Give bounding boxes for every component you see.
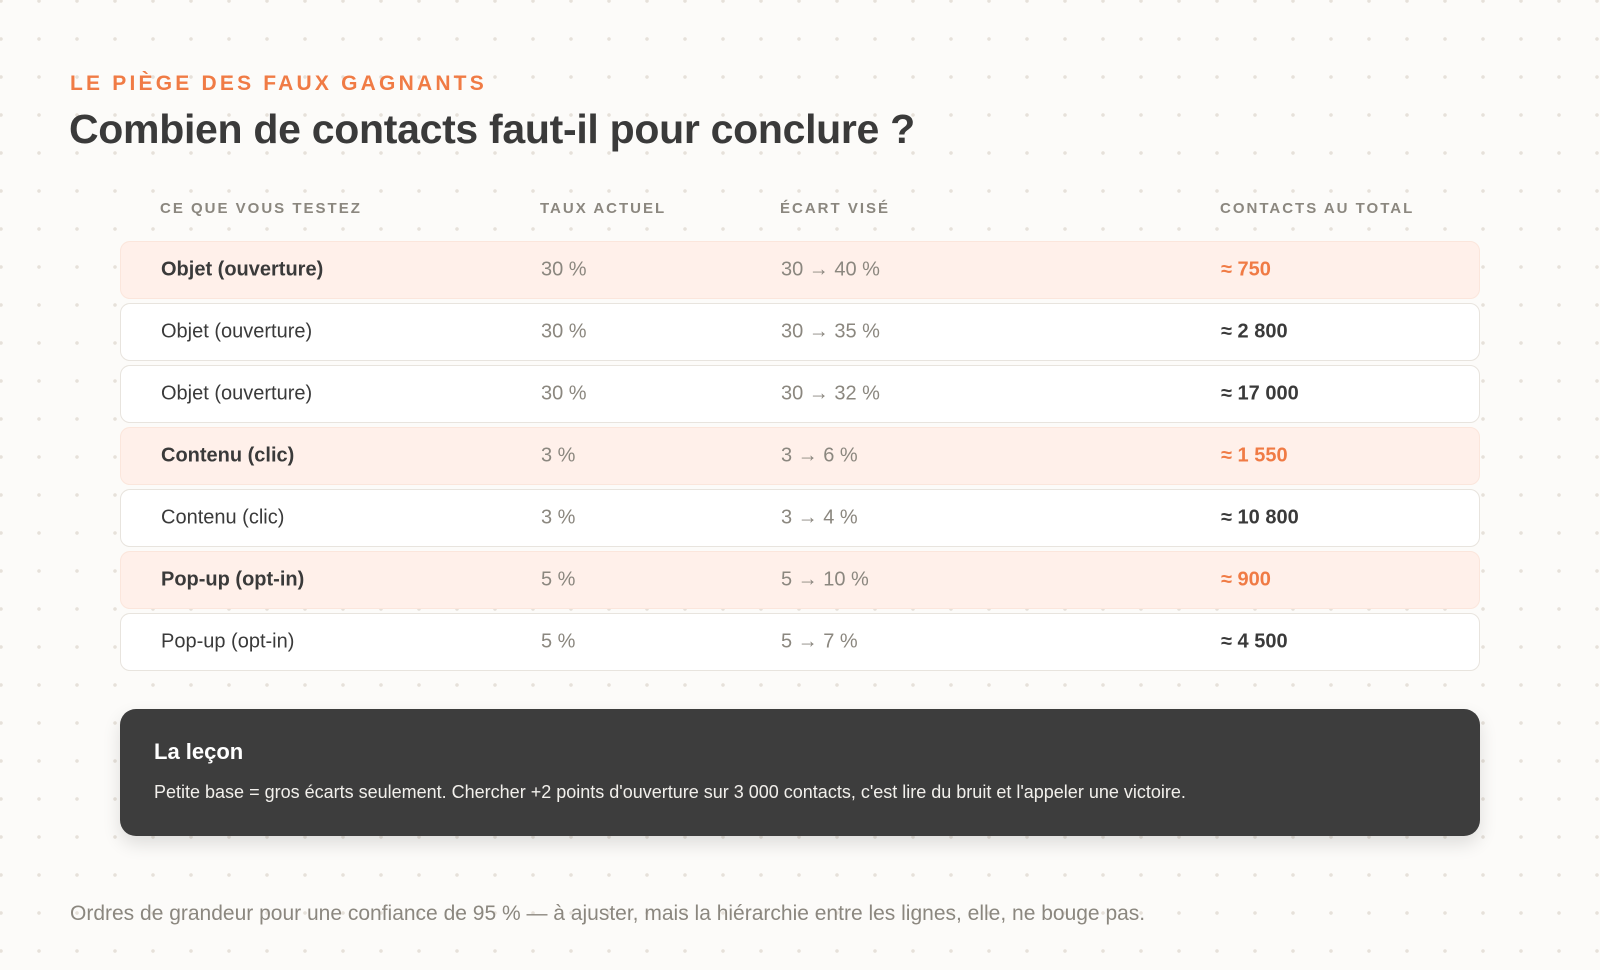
- column-header-test: CE QUE VOUS TESTEZ: [160, 200, 362, 217]
- lesson-body: Petite base = gros écarts seulement. Che…: [154, 782, 1186, 802]
- column-header-gap: ÉCART VISÉ: [780, 200, 891, 217]
- cell-rate: 30 %: [541, 258, 587, 281]
- cell-gap: 5 → 7 %: [781, 630, 858, 653]
- table-row: Pop-up (opt-in) 5 % 5 → 10 % ≈ 900: [120, 551, 1480, 609]
- cell-test: Objet (ouverture): [161, 320, 313, 343]
- cell-contacts: ≈ 1 550: [1221, 444, 1288, 467]
- cell-contacts: ≈ 10 800: [1221, 506, 1299, 529]
- table-row: Objet (ouverture) 30 % 30 → 35 % ≈ 2 800: [120, 303, 1480, 361]
- table-header: CE QUE VOUS TESTEZ TAUX ACTUEL ÉCART VIS…: [120, 200, 1480, 224]
- cell-test: Contenu (clic): [161, 444, 295, 467]
- eyebrow-label: LE PIÈGE DES FAUX GAGNANTS: [70, 72, 487, 95]
- column-header-rate: TAUX ACTUEL: [540, 200, 667, 217]
- cell-test: Pop-up (opt-in): [161, 630, 295, 653]
- cell-gap: 3 → 4 %: [781, 506, 858, 529]
- table-row: Objet (ouverture) 30 % 30 → 40 % ≈ 750: [120, 241, 1480, 299]
- cell-rate: 5 %: [541, 568, 576, 591]
- cell-rate: 5 %: [541, 630, 576, 653]
- cell-contacts: ≈ 2 800: [1221, 320, 1288, 343]
- table-row: Objet (ouverture) 30 % 30 → 32 % ≈ 17 00…: [120, 365, 1480, 423]
- page-title: Combien de contacts faut-il pour conclur…: [69, 106, 915, 152]
- cell-rate: 30 %: [541, 382, 587, 405]
- cell-gap: 30 → 40 %: [781, 258, 880, 281]
- table-body: Objet (ouverture) 30 % 30 → 40 % ≈ 750 O…: [120, 241, 1480, 675]
- table-row: Contenu (clic) 3 % 3 → 6 % ≈ 1 550: [120, 427, 1480, 485]
- cell-gap: 30 → 32 %: [781, 382, 880, 405]
- table-row: Contenu (clic) 3 % 3 → 4 % ≈ 10 800: [120, 489, 1480, 547]
- column-header-contacts: CONTACTS AU TOTAL: [1220, 200, 1415, 217]
- cell-rate: 3 %: [541, 506, 576, 529]
- cell-test: Pop-up (opt-in): [161, 568, 305, 591]
- footnote: Ordres de grandeur pour une confiance de…: [70, 902, 1146, 925]
- lesson-panel: La leçon Petite base = gros écarts seule…: [120, 709, 1480, 836]
- cell-test: Objet (ouverture): [161, 258, 324, 281]
- cell-contacts: ≈ 900: [1221, 568, 1271, 591]
- cell-gap: 3 → 6 %: [781, 444, 858, 467]
- cell-test: Objet (ouverture): [161, 382, 313, 405]
- cell-rate: 3 %: [541, 444, 576, 467]
- cell-contacts: ≈ 4 500: [1221, 630, 1288, 653]
- cell-rate: 30 %: [541, 320, 587, 343]
- cell-contacts: ≈ 17 000: [1221, 382, 1299, 405]
- cell-contacts: ≈ 750: [1221, 258, 1271, 281]
- lesson-title: La leçon: [154, 739, 244, 764]
- cell-gap: 30 → 35 %: [781, 320, 880, 343]
- cell-gap: 5 → 10 %: [781, 568, 869, 591]
- cell-test: Contenu (clic): [161, 506, 285, 529]
- table-row: Pop-up (opt-in) 5 % 5 → 7 % ≈ 4 500: [120, 613, 1480, 671]
